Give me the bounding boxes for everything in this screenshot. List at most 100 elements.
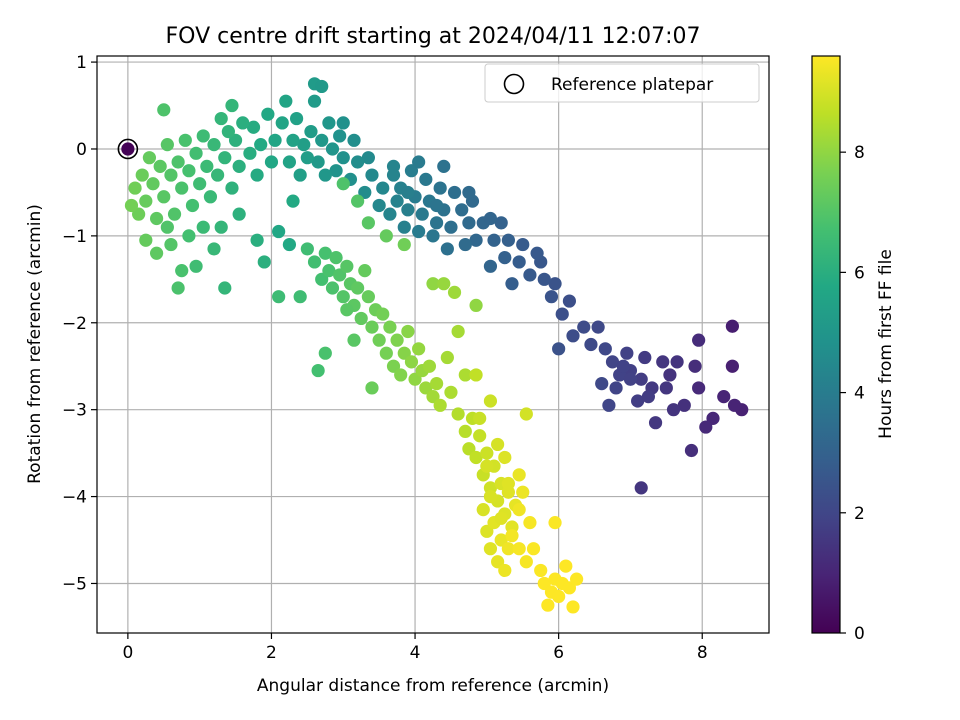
data-point <box>135 168 149 182</box>
data-point <box>584 337 598 352</box>
data-point <box>519 407 533 421</box>
x-axis-ticks: 0 2 4 6 8 <box>122 633 708 663</box>
data-point <box>530 246 544 260</box>
data-point <box>322 264 336 278</box>
data-point <box>211 168 225 182</box>
data-point <box>315 133 329 147</box>
data-point <box>526 542 541 556</box>
data-point <box>501 542 515 556</box>
data-point <box>401 324 415 339</box>
data-point <box>458 237 472 252</box>
data-point <box>254 138 268 152</box>
data-point <box>512 542 526 556</box>
data-point <box>498 251 512 265</box>
data-point <box>307 255 322 269</box>
data-point <box>412 342 426 356</box>
data-point <box>182 229 196 243</box>
data-point <box>692 381 706 395</box>
data-point <box>124 198 139 213</box>
data-point <box>684 443 699 458</box>
data-point <box>257 255 271 269</box>
data-point <box>221 125 235 139</box>
data-point <box>329 251 343 265</box>
data-point <box>494 216 508 230</box>
data-point <box>659 381 673 395</box>
data-point <box>379 346 393 360</box>
data-point <box>246 120 261 134</box>
data-point <box>200 159 214 173</box>
y-tick-label: −3 <box>62 401 87 421</box>
data-point <box>311 363 325 378</box>
data-point <box>552 342 566 356</box>
data-point <box>232 159 246 173</box>
data-point <box>167 207 182 221</box>
data-point <box>620 346 634 360</box>
data-point <box>153 159 167 173</box>
data-point <box>688 359 702 373</box>
data-point <box>318 246 332 260</box>
data-point <box>160 220 174 234</box>
data-point <box>228 133 243 147</box>
data-point <box>311 155 325 169</box>
data-point <box>447 285 462 299</box>
data-point <box>390 333 404 347</box>
data-point <box>512 503 526 517</box>
x-axis-label: Angular distance from reference (arcmin) <box>257 676 609 696</box>
data-point <box>494 511 508 525</box>
data-point <box>347 333 361 347</box>
data-point <box>333 268 347 282</box>
data-point <box>189 259 203 273</box>
data-point <box>139 194 153 208</box>
data-point <box>523 268 537 282</box>
data-point <box>132 207 146 221</box>
data-point <box>243 146 257 160</box>
data-point <box>412 155 426 169</box>
data-point <box>616 359 630 373</box>
legend-reference-icon <box>503 73 525 95</box>
data-point <box>483 394 498 408</box>
data-point <box>268 133 282 147</box>
data-point <box>171 155 185 169</box>
data-point <box>139 233 153 247</box>
data-point <box>322 116 336 130</box>
data-point <box>706 411 720 425</box>
colorbar-tick-label: 6 <box>854 263 865 283</box>
data-point <box>203 190 218 204</box>
data-point <box>182 164 196 178</box>
data-point <box>383 207 397 221</box>
data-point <box>365 168 379 182</box>
data-point <box>376 307 390 321</box>
data-point <box>469 450 483 465</box>
colorbar: 0 2 4 6 8 Hours from first FF file <box>811 55 896 644</box>
data-point <box>214 111 228 126</box>
data-point <box>462 185 476 200</box>
data-point <box>609 381 623 395</box>
colorbar-frame <box>811 55 841 634</box>
data-point <box>297 138 311 152</box>
data-point <box>354 311 368 326</box>
data-point <box>523 516 537 530</box>
data-point <box>286 194 300 208</box>
data-point <box>404 355 419 369</box>
y-axis-label: Rotation from reference (arcmin) <box>25 204 45 484</box>
data-point <box>293 168 307 182</box>
colorbar-tick-label: 4 <box>854 384 865 404</box>
data-point <box>146 177 160 191</box>
plot-frame <box>96 55 770 634</box>
data-point <box>498 450 512 465</box>
data-point <box>537 576 551 591</box>
y-tick-label: −1 <box>62 227 87 247</box>
data-point <box>160 138 174 152</box>
data-point <box>171 281 185 295</box>
data-point <box>214 220 228 234</box>
x-tick-label: 8 <box>697 643 708 663</box>
reference-marker <box>117 138 139 160</box>
data-point <box>548 277 562 291</box>
data-point <box>390 194 404 208</box>
data-point <box>358 185 372 200</box>
data-point <box>483 489 498 504</box>
data-point <box>541 598 555 612</box>
data-point <box>638 350 652 365</box>
data-point <box>361 151 375 165</box>
data-point <box>336 290 350 304</box>
